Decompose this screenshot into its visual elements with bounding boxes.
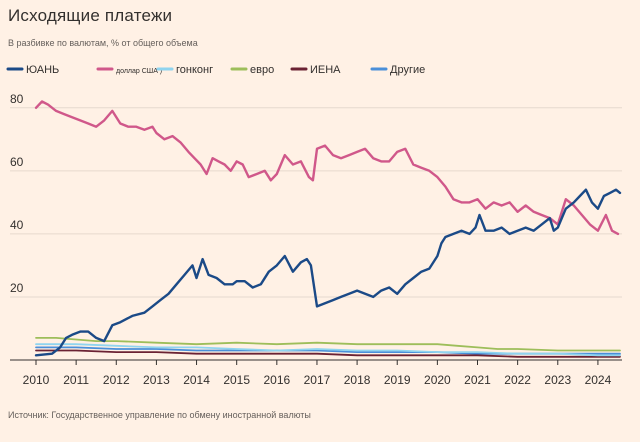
- y-tick-label-0: 80: [10, 92, 24, 106]
- x-tick-label-2: 2012: [103, 373, 130, 387]
- y-tick-label-2: 40: [10, 218, 24, 232]
- x-tick-label-12: 2022: [504, 373, 531, 387]
- series-line-3: [35, 337, 621, 352]
- legend-label-5: Другие: [390, 64, 425, 76]
- x-tick-label-0: 2010: [23, 373, 50, 387]
- chart-title: Исходящие платежи: [8, 6, 173, 25]
- x-tick-label-14: 2024: [585, 373, 612, 387]
- y-tick-label-3: 20: [10, 281, 24, 295]
- chart-subtitle: В разбивке по валютам, % от общего объем…: [8, 38, 198, 48]
- x-tick-label-4: 2014: [183, 373, 210, 387]
- series-line-4: [35, 349, 621, 358]
- series-line-0: [34, 188, 622, 357]
- x-tick-label-11: 2021: [464, 373, 491, 387]
- x-tick-label-1: 2011: [63, 373, 89, 387]
- x-tick-label-3: 2013: [143, 373, 170, 387]
- x-tick-label-7: 2017: [304, 373, 331, 387]
- series-line-1: [34, 100, 620, 236]
- legend-label-0: ЮАНЬ: [26, 64, 59, 76]
- series-line-2: [35, 343, 621, 357]
- legend-label-3: евро: [250, 64, 274, 76]
- x-tick-label-13: 2023: [544, 373, 571, 387]
- x-tick-label-9: 2019: [384, 373, 411, 387]
- x-tick-label-10: 2020: [424, 373, 451, 387]
- x-tick-label-5: 2015: [223, 373, 250, 387]
- legend-label-2: гонконг: [176, 64, 213, 76]
- y-tick-label-1: 60: [10, 155, 24, 169]
- legend-label-4: ИЕНА: [310, 64, 341, 76]
- x-tick-label-6: 2016: [263, 373, 290, 387]
- chart-source: Источник: Государственное управление по …: [8, 410, 311, 420]
- x-tick-label-8: 2018: [344, 373, 371, 387]
- legend-label-1: доллар США ): [116, 68, 162, 75]
